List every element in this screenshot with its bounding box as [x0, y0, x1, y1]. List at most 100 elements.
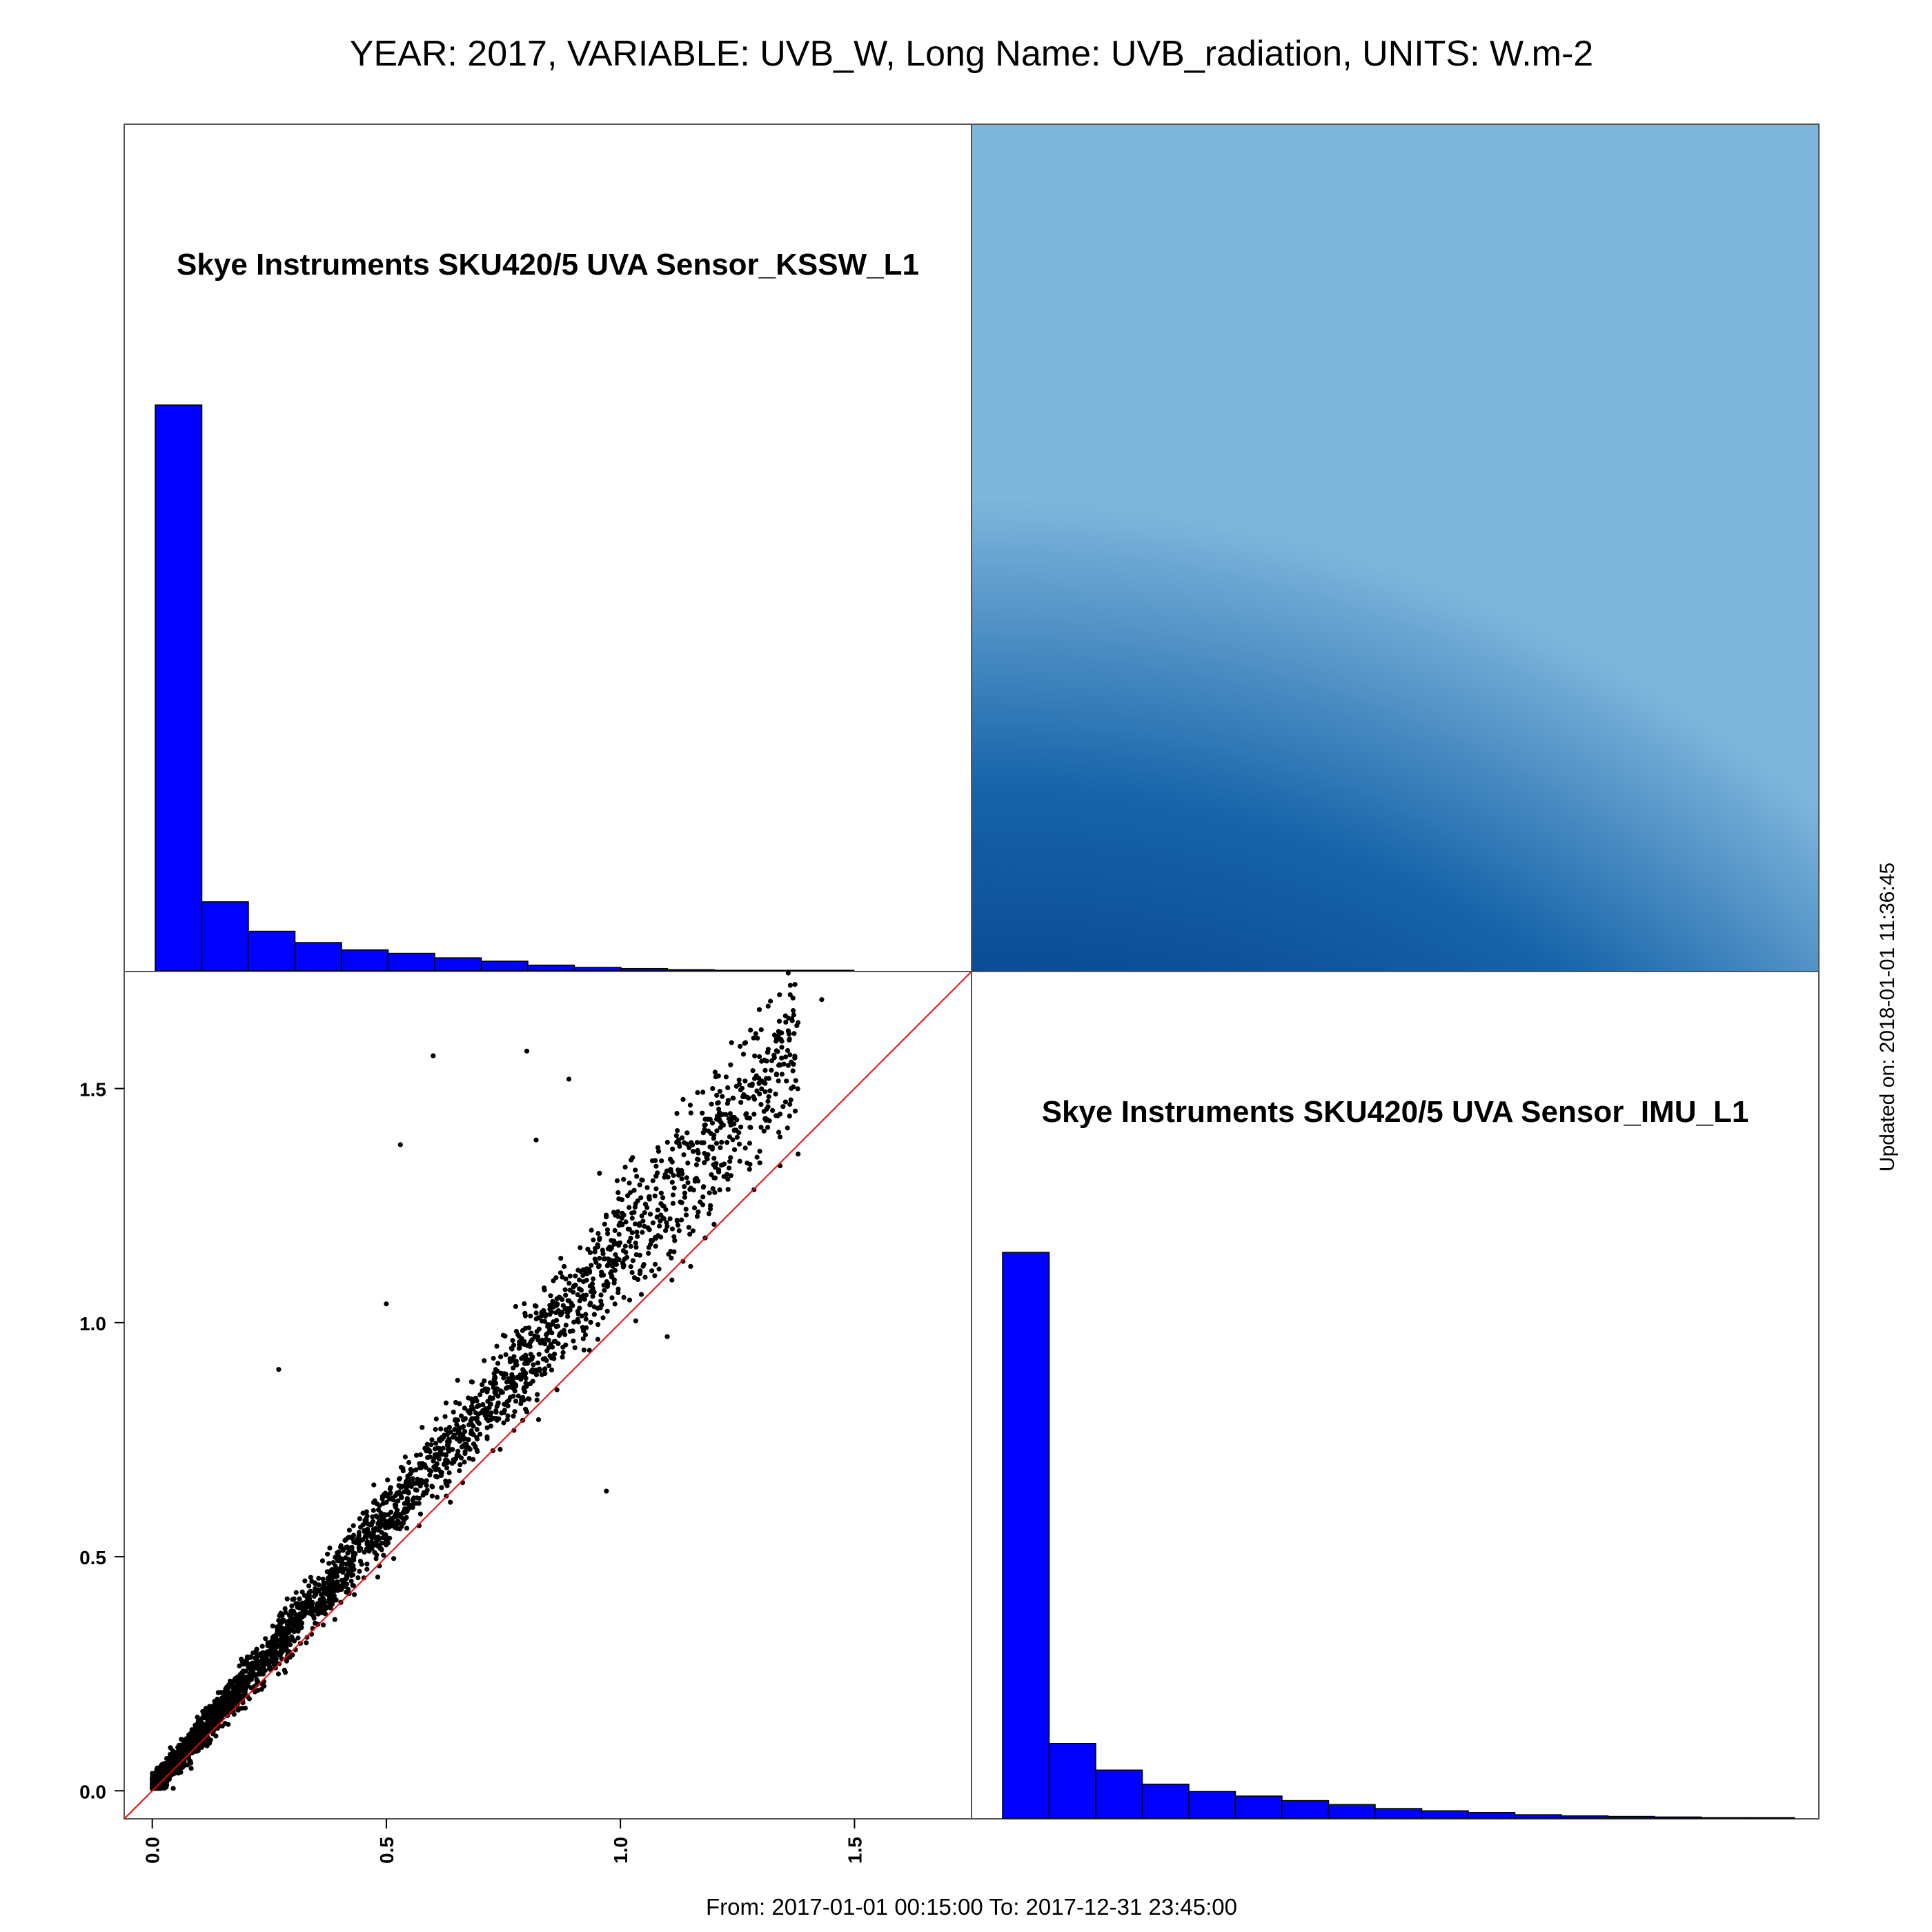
- scatter-point-2538: [598, 1305, 603, 1311]
- scatter-point-1989: [429, 1437, 435, 1443]
- scatter-point-1643: [501, 1375, 506, 1381]
- scatter-point-1079: [655, 1208, 660, 1213]
- scatter-point-2847: [683, 1206, 689, 1212]
- scatter-point-2146: [664, 1223, 670, 1230]
- scatter-point-3095: [598, 1299, 604, 1304]
- scatter-point-3099: [607, 1257, 612, 1263]
- scatter-point-1610: [652, 1261, 658, 1267]
- scatter-point-939: [716, 1106, 722, 1112]
- scatter-point-1045: [791, 1008, 796, 1014]
- scatter-point-1793: [747, 1125, 753, 1130]
- scatter-point-2793: [613, 1241, 619, 1246]
- scatter-point-2912: [404, 1485, 409, 1490]
- scatter-point-1334: [609, 1295, 615, 1301]
- scatter-point-1355: [332, 1617, 337, 1622]
- scatter-point-2151: [609, 1269, 614, 1274]
- scatter-point-3188: [284, 1630, 290, 1635]
- scatter-point-1890: [730, 1115, 736, 1121]
- scatter-point-2682: [535, 1360, 541, 1366]
- scatter-point-2467: [486, 1405, 492, 1410]
- scatter-point-3136: [398, 1494, 404, 1499]
- scatter-point-1629: [563, 1322, 569, 1328]
- scatter-point-2206: [560, 1303, 566, 1308]
- scatter-point-2731: [778, 1134, 783, 1140]
- scatter-point-2872: [435, 1474, 440, 1480]
- scatter-point-1280: [639, 1213, 644, 1219]
- scatter-point-1212: [428, 1468, 434, 1474]
- scatter-point-2977: [356, 1545, 362, 1550]
- scatter-point-2892: [435, 1446, 441, 1451]
- scatter-point-3199: [566, 1076, 572, 1082]
- scatter-point-599: [480, 1382, 485, 1388]
- scatter-point-3146: [279, 1647, 284, 1653]
- histogram-kssw-bar-3: [294, 942, 342, 972]
- scatter-point-364: [429, 1493, 435, 1499]
- scatter-point-3003: [404, 1508, 410, 1514]
- scatter-point-3196: [819, 997, 825, 1003]
- scatter-point-2963: [611, 1280, 617, 1285]
- scatter-point-878: [752, 1053, 758, 1058]
- scatter-point-1287: [476, 1421, 482, 1426]
- scatter-point-2463: [324, 1569, 330, 1575]
- scatter-point-2066: [789, 1085, 794, 1091]
- scatter-point-3201: [711, 1221, 717, 1227]
- scatter-point-2659: [789, 1016, 795, 1022]
- scatter-point-1496: [364, 1513, 370, 1519]
- scatter-point-2510: [504, 1385, 511, 1390]
- scatter-point-3022: [313, 1586, 318, 1591]
- scatter-point-3071: [629, 1215, 635, 1221]
- scatter-point-1227: [757, 1148, 762, 1154]
- scatter-point-3029: [235, 1677, 241, 1683]
- scatter-point-1579: [275, 1671, 282, 1677]
- scatter-point-703: [653, 1243, 658, 1249]
- scatter-point-2973: [780, 1104, 786, 1110]
- scatter-point-2873: [199, 1744, 204, 1751]
- scatter-point-1056: [605, 1231, 611, 1236]
- scatter-point-1369: [676, 1223, 681, 1228]
- scatter-point-3068: [406, 1490, 411, 1496]
- scatter-point-2699: [339, 1577, 344, 1583]
- scatter-point-2919: [443, 1452, 448, 1457]
- scatter-point-2986: [734, 1117, 740, 1123]
- scatter-point-2820: [777, 1112, 783, 1117]
- scatter-point-228: [615, 1290, 621, 1295]
- scatter-point-3159: [544, 1331, 549, 1337]
- scatter-point-2334: [751, 1096, 758, 1102]
- scatter-point-3086: [595, 1322, 601, 1328]
- scatter-point-1636: [558, 1270, 564, 1276]
- scatter-point-3097: [388, 1524, 393, 1529]
- scatter-point-1455: [627, 1297, 633, 1303]
- scatter-point-75: [714, 1128, 720, 1134]
- scatter-point-559: [554, 1317, 560, 1323]
- scatter-point-1727: [725, 1085, 731, 1090]
- scatter-point-2356: [588, 1319, 593, 1325]
- scatter-point-1687: [584, 1292, 589, 1298]
- scatter-point-2760: [498, 1354, 504, 1359]
- scatter-point-1829: [649, 1268, 655, 1274]
- scatter-point-3137: [738, 1087, 743, 1093]
- x-tick-label-0: 0.0: [142, 1837, 164, 1864]
- scatter-point-2194: [583, 1325, 589, 1330]
- scatter-point-1895: [489, 1396, 495, 1401]
- scatter-point-3155: [405, 1499, 411, 1504]
- scatter-point-741: [740, 1052, 747, 1057]
- scatter-point-2064: [773, 1072, 779, 1078]
- scatter-point-3107: [432, 1463, 437, 1469]
- scatter-point-2025: [711, 1132, 717, 1138]
- scatter-point-2115: [412, 1481, 417, 1486]
- scatter-point-3140: [197, 1735, 203, 1741]
- scatter-point-2751: [234, 1695, 239, 1700]
- scatter-point-1096: [615, 1209, 621, 1214]
- scatter-point-212: [443, 1427, 448, 1432]
- scatter-point-947: [728, 1155, 733, 1161]
- scatter-point-1190: [471, 1423, 476, 1429]
- scatter-point-1486: [650, 1158, 656, 1163]
- scatter-point-2762: [520, 1354, 526, 1360]
- histogram-kssw-bar-12: [713, 969, 762, 972]
- scatter-point-2385: [616, 1232, 622, 1237]
- scatter-point-3204: [384, 1301, 389, 1307]
- scatter-point-1299: [325, 1551, 331, 1557]
- scatter-point-1177: [567, 1273, 573, 1279]
- scatter-point-543: [664, 1139, 670, 1145]
